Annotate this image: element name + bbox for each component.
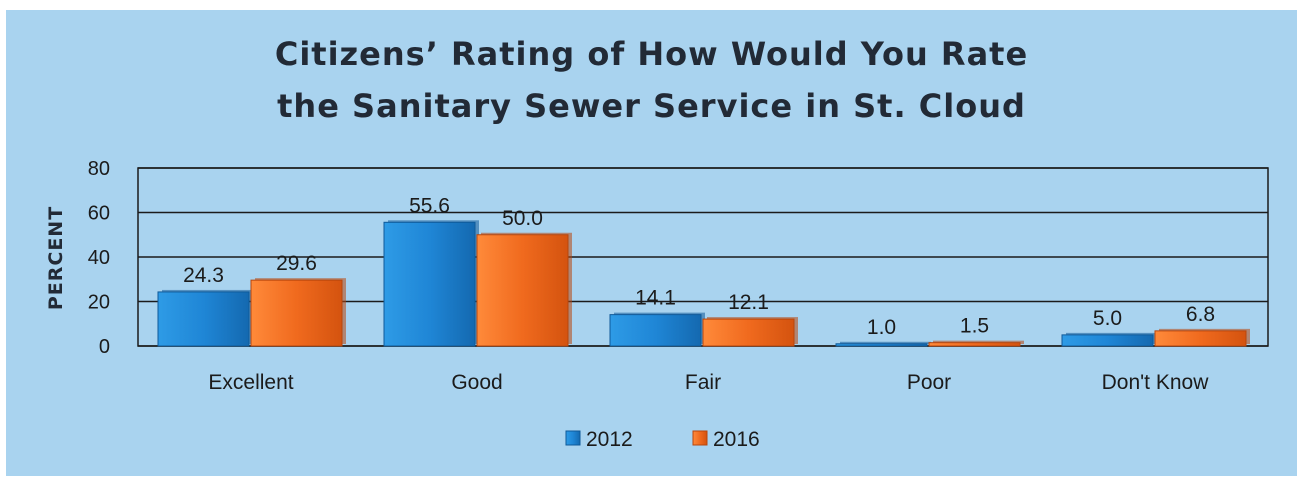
legend-label-2012: 2012 — [586, 428, 633, 451]
y-tick-label: 60 — [88, 203, 110, 225]
y-tick-label: 0 — [99, 336, 110, 358]
axes: 0 20 40 60 80 Excellent Good Fair Poor Don't Know — [88, 158, 1209, 394]
data-label: 12.1 — [728, 291, 769, 314]
bar-2012-good — [383, 221, 476, 347]
bar-2016-poor — [928, 342, 1021, 347]
legend: 2012 2016 — [565, 428, 760, 451]
y-tick-label: 80 — [88, 158, 110, 180]
data-label: 14.1 — [635, 287, 676, 310]
x-tick-label: Good — [451, 371, 502, 394]
data-label: 24.3 — [183, 264, 224, 287]
bar-2016-don-t-know — [1154, 330, 1247, 347]
data-label: 5.0 — [1093, 307, 1122, 330]
chart-title-line-2: the Sanitary Sewer Service in St. Cloud — [277, 87, 1026, 125]
legend-label-2016: 2016 — [713, 428, 760, 451]
x-tick-label: Don't Know — [1102, 371, 1210, 394]
y-tick-label: 40 — [88, 247, 110, 269]
data-label: 55.6 — [409, 194, 450, 217]
bar-2016-excellent — [250, 279, 343, 347]
data-label: 1.0 — [867, 316, 896, 339]
bars — [157, 220, 1250, 347]
data-label: 50.0 — [502, 207, 543, 230]
legend-swatch-2012 — [565, 430, 581, 446]
bar-2016-good — [476, 234, 569, 347]
chart-panel — [6, 10, 1297, 476]
bar-2016-fair — [702, 318, 795, 347]
data-label: 29.6 — [276, 252, 317, 275]
legend-swatch-2016 — [692, 430, 708, 446]
x-tick-label: Poor — [907, 371, 951, 394]
x-tick-label: Excellent — [208, 371, 293, 394]
chart-title: Citizens’ Rating of How Would You Rate t… — [0, 28, 1303, 132]
bar-2012-poor — [835, 343, 928, 347]
data-labels: 24.3 29.6 55.6 50.0 14.1 12.1 1.0 1.5 5.0 6.8 — [183, 194, 1215, 338]
bar-2012-excellent — [157, 291, 250, 347]
chart-title-line-1: Citizens’ Rating of How Would You Rate — [274, 35, 1029, 73]
bar-2012-fair — [609, 314, 702, 347]
bar-2012-don-t-know — [1061, 334, 1154, 347]
y-axis-label: PERCENT — [45, 206, 67, 310]
data-label: 6.8 — [1186, 303, 1215, 326]
y-tick-label: 20 — [88, 292, 110, 314]
bar-shadow — [840, 341, 931, 344]
data-label: 1.5 — [960, 315, 989, 338]
x-tick-label: Fair — [685, 371, 721, 394]
